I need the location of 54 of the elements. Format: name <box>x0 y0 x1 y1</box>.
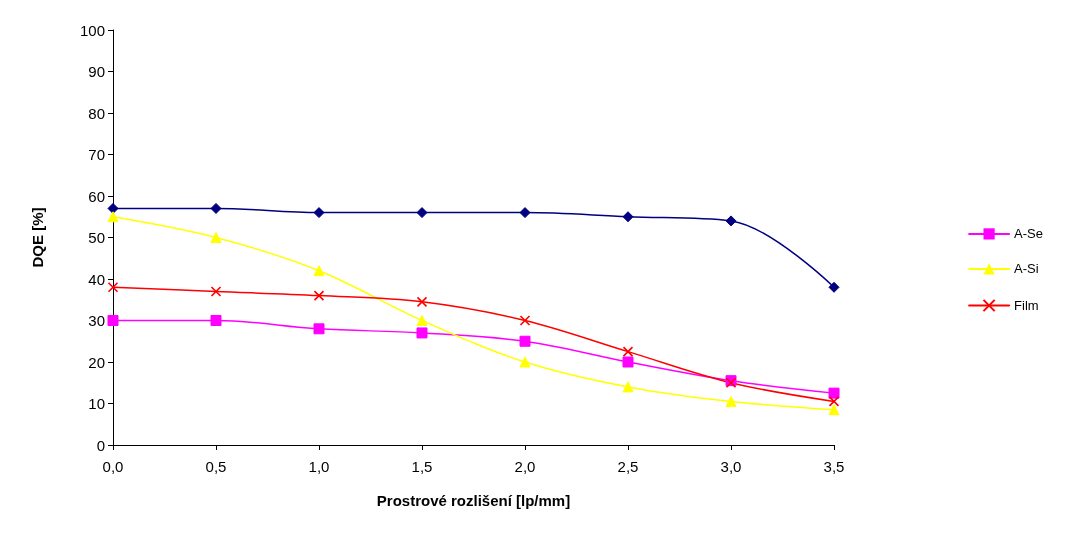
point <box>519 315 531 326</box>
point <box>210 232 222 243</box>
point <box>210 286 222 297</box>
point <box>828 387 840 399</box>
x-tick-label: 0,5 <box>205 458 227 475</box>
point <box>725 215 737 227</box>
y-tick-label: 20 <box>88 353 105 371</box>
point <box>107 315 119 326</box>
point <box>313 207 325 219</box>
point <box>210 202 222 214</box>
point <box>313 290 325 301</box>
x-tick-label: 0,0 <box>102 458 124 475</box>
y-tick-label: 60 <box>88 187 105 205</box>
point <box>107 211 119 223</box>
y-tick-label: 10 <box>88 395 105 412</box>
x-tick-label: 2,0 <box>514 458 536 475</box>
y-tick-label: 50 <box>88 229 105 246</box>
point <box>519 335 531 347</box>
y-tick-label: 90 <box>88 63 105 80</box>
point <box>416 296 428 308</box>
point <box>828 396 840 407</box>
point <box>622 346 634 357</box>
point <box>416 315 428 326</box>
point <box>107 202 119 214</box>
point <box>313 323 325 335</box>
legend-label: A-Si <box>1014 261 1039 277</box>
point <box>210 315 222 326</box>
x-axis-title: Prostrové rozlišení [lp/mm] <box>376 492 571 509</box>
x-tick-label: 1,5 <box>411 458 433 475</box>
y-tick-label: 0 <box>96 436 105 454</box>
point <box>622 381 634 393</box>
point <box>519 207 531 219</box>
legend-label: Film <box>1014 298 1039 313</box>
y-axis-title: DQE [%] <box>29 207 46 268</box>
point <box>622 356 634 368</box>
point <box>107 282 119 293</box>
y-tick-label: 30 <box>88 312 105 329</box>
y-tick-label: 40 <box>88 270 105 288</box>
y-tick-label: 70 <box>88 146 105 163</box>
point <box>313 265 325 277</box>
point <box>828 404 840 416</box>
point <box>725 395 737 407</box>
point <box>622 211 634 223</box>
x-tick-label: 3,0 <box>720 458 742 475</box>
legend-label: A-Se <box>1014 226 1044 242</box>
x-tick-label: 1,0 <box>308 458 330 475</box>
x-tick-label: 3,5 <box>823 458 845 475</box>
y-tick-label: 100 <box>79 21 105 39</box>
y-tick-label: 80 <box>88 104 105 122</box>
point <box>416 207 428 219</box>
x-tick-label: 2,5 <box>617 458 639 475</box>
point <box>519 356 531 368</box>
point <box>828 281 840 293</box>
point <box>416 327 428 339</box>
